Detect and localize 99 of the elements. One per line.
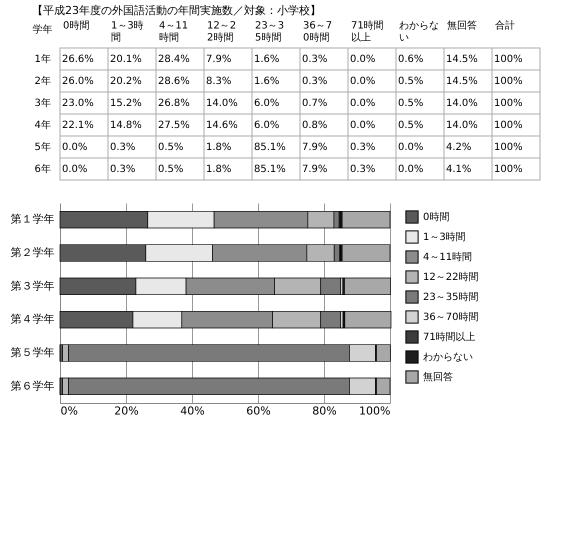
data-label: 0.0% (62, 164, 88, 175)
data-label: 1.6% (254, 54, 280, 65)
data-label: 23.0% (62, 98, 94, 109)
legend-label: 12～22時間 (423, 271, 478, 283)
data-label: 7.9% (302, 164, 328, 175)
data-label: 14.5% (446, 54, 478, 65)
chart-title: 【平成23年度の外国語活動の年間実施数／対象：小学校】 (32, 4, 321, 17)
legend-label: 4～11時間 (423, 251, 472, 263)
y-tick-label: 第４学年 (10, 312, 54, 326)
y-tick-label: 第１学年 (10, 212, 54, 226)
y-tick-label: 2年 (34, 75, 51, 87)
data-label: 0.3% (110, 142, 136, 153)
data-label: 100% (494, 142, 523, 153)
data-label: 0.8% (302, 120, 328, 131)
x-tick-label: 23～35時間 (255, 20, 284, 44)
data-label: 100% (494, 76, 523, 87)
data-label: 0.5% (158, 164, 184, 175)
data-label: 0.3% (110, 164, 136, 175)
data-label: 15.2% (110, 98, 142, 109)
x-tick-label: 12～22時間 (207, 20, 236, 44)
data-label: 0.5% (398, 120, 424, 131)
data-label: 28.6% (158, 76, 190, 87)
data-label: 0.3% (302, 54, 328, 65)
data-label: 1.8% (206, 142, 232, 153)
y-tick-label: 6年 (34, 163, 51, 175)
data-label: 26.8% (158, 98, 190, 109)
x-tick-label: 4～11時間 (159, 20, 188, 44)
y-tick-label: 3年 (34, 97, 51, 109)
y-axis-title: 学年 (32, 24, 52, 36)
data-label: 14.6% (206, 120, 238, 131)
data-label: 0.0% (398, 164, 424, 175)
data-label: 20.2% (110, 76, 142, 87)
data-label: 1.6% (254, 76, 280, 87)
data-label: 14.0% (446, 98, 478, 109)
x-tick-label: 合計 (495, 20, 515, 32)
data-label: 0.3% (350, 164, 376, 175)
data-label: 0.3% (350, 142, 376, 153)
data-label: 0.0% (398, 142, 424, 153)
data-label: 4.2% (446, 142, 472, 153)
data-label: 0.0% (350, 120, 376, 131)
legend-label: 無回答 (423, 371, 453, 383)
legend-label: 36～70時間 (423, 311, 478, 323)
data-label: 0.5% (398, 98, 424, 109)
data-label: 0.0% (62, 142, 88, 153)
data-label: 26.6% (62, 54, 94, 65)
data-label: 85.1% (254, 164, 286, 175)
data-label: 20.1% (110, 54, 142, 65)
legend-label: 1～3時間 (423, 231, 466, 243)
data-label: 14.0% (446, 120, 478, 131)
legend-label: 23～35時間 (423, 291, 478, 303)
x-tick-label: 0時間 (63, 20, 90, 32)
x-tick-label: 36～70時間 (303, 20, 332, 44)
data-label: 0.7% (302, 98, 328, 109)
data-label: 6.0% (254, 120, 280, 131)
x-tick-label: 60% (246, 404, 271, 418)
data-label: 28.4% (158, 54, 190, 65)
x-tick-label: 40% (180, 404, 205, 418)
x-tick-label: 80% (312, 404, 337, 418)
legend-label: わからない (423, 352, 473, 363)
data-label: 0.5% (158, 142, 184, 153)
data-label: 0.5% (398, 76, 424, 87)
data-label: 100% (494, 120, 523, 131)
y-tick-label: 1年 (34, 53, 51, 65)
data-label: 0.0% (350, 98, 376, 109)
data-label: 27.5% (158, 120, 190, 131)
y-tick-label: 4年 (34, 119, 51, 131)
y-tick-label: 第６学年 (10, 379, 54, 392)
data-label: 0.0% (350, 76, 376, 87)
y-tick-label: 第５学年 (10, 346, 54, 359)
data-label: 14.5% (446, 76, 478, 87)
y-tick-label: 第３学年 (10, 279, 54, 292)
x-tick-label: 0% (60, 404, 78, 418)
data-label: 22.1% (62, 120, 94, 131)
data-label: 85.1% (254, 142, 286, 153)
x-tick-label: 20% (114, 404, 139, 418)
x-tick-label: 71時間以上 (351, 20, 384, 44)
data-label: 26.0% (62, 76, 94, 87)
y-tick-label: 第２学年 (10, 246, 54, 259)
x-tick-label: 1～3時間 (111, 20, 144, 44)
data-label: 100% (494, 98, 523, 109)
data-label: 4.1% (446, 164, 472, 175)
data-label: 0.0% (350, 54, 376, 65)
data-label: 8.3% (206, 76, 232, 87)
data-label: 0.3% (302, 76, 328, 87)
data-label: 6.0% (254, 98, 280, 109)
data-label: 14.0% (206, 98, 238, 109)
legend-label: 0時間 (423, 211, 450, 223)
data-label: 0.6% (398, 54, 424, 65)
data-label: 100% (494, 164, 523, 175)
x-tick-label: 無回答 (447, 20, 477, 32)
data-label: 100% (494, 54, 523, 65)
data-label: 7.9% (206, 54, 232, 65)
y-tick-label: 5年 (34, 141, 51, 153)
legend-label: 71時間以上 (423, 331, 476, 343)
data-label: 7.9% (302, 142, 328, 153)
data-label: 1.8% (206, 164, 232, 175)
x-tick-label: 100% (359, 404, 390, 418)
data-label: 14.8% (110, 120, 142, 131)
x-tick-label: わからない (399, 20, 439, 44)
